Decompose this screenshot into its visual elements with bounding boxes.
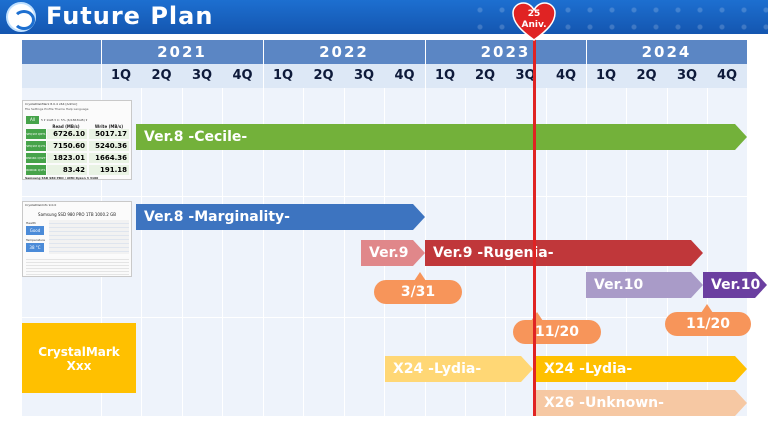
bar-x24-lydia-preview: X24 -Lydia- (385, 356, 533, 382)
grid-line (303, 88, 304, 416)
thumb-row-label: RND4K Q1T1 (26, 165, 46, 175)
grid-line (344, 88, 345, 416)
thumb-window-title: CrystalDiskInfo 9.0.0 (25, 203, 57, 207)
thumb-footer: Samsung SSD 980 PRO / AMD Ryzen 3 3100 (25, 176, 99, 180)
grid-line (141, 88, 142, 416)
quarter-label: 3Q (353, 68, 375, 83)
quarter-label: 2Q (151, 68, 172, 83)
row-divider (22, 196, 747, 197)
quarter-label: 4Q (555, 68, 577, 83)
callout-ver10-date: 11/20 (665, 304, 751, 336)
thumb-info-table (49, 220, 129, 254)
bar-ver10-preview: Ver.10 (586, 272, 703, 298)
thumb-row-label: RND4K Q32T16 (26, 153, 46, 163)
page-title: Future Plan (46, 2, 214, 30)
grid-line (222, 88, 223, 416)
callout-rugenia-date: 3/31 (374, 272, 462, 304)
thumb-read-value: 1823.01 (47, 153, 87, 163)
bar-ver9-preview: Ver.9 (361, 240, 425, 266)
anniversary-marker-line (533, 26, 536, 416)
thumb-smart-table (26, 257, 129, 275)
quarter-label: 4Q (232, 68, 253, 83)
thumb-write-value: 5240.36 (89, 141, 129, 151)
thumb-read-value: 6726.10 (47, 129, 87, 139)
year-2024: 2024 (641, 43, 692, 61)
thumb-menu: File Settings Profile Theme Help Languag… (25, 107, 89, 111)
thumb-read-value: 83.42 (47, 165, 87, 175)
anniversary-number: 25 (527, 9, 541, 19)
quarter-label: 1Q (272, 68, 294, 83)
row-divider (22, 317, 747, 318)
anniversary-text: Aniv. (521, 20, 547, 30)
quarter-label: 2Q (636, 68, 657, 83)
thumb-window-title: CrystalDiskMark 8.0.4 x64 [Admin] (25, 102, 78, 106)
bar-ver8-marginality: Ver.8 -Marginality- (136, 204, 425, 230)
thumb-read-value: 7150.60 (47, 141, 87, 151)
quarter-label: 2Q (313, 68, 334, 83)
thumb-controls: 5 ▾ 1GiB ▾ C: 5% (6/1863GiB) ▾ (41, 118, 88, 122)
quarter-label: 2Q (474, 68, 496, 83)
crystal-dew-logo-icon (6, 2, 36, 32)
bar-ver8-cecile: Ver.8 -Cecile- (136, 124, 747, 150)
quarter-label: 4Q (716, 68, 738, 83)
bar-x26-unknown: X26 -Unknown- (536, 390, 747, 416)
crystaldiskmark-screenshot: CrystalDiskMark 8.0.4 x64 [Admin] File S… (22, 100, 132, 180)
crystaldiskinfo-screenshot: CrystalDiskInfo 9.0.0 Samsung SSD 980 PR… (22, 201, 132, 277)
thumb-health-value: Good (26, 226, 44, 235)
quarter-label: 3Q (676, 68, 698, 83)
quarter-label: 4Q (394, 68, 415, 83)
quarter-header-row (22, 64, 747, 88)
quarter-label: 1Q (434, 68, 456, 83)
thumb-temp-label: Temperature (26, 238, 46, 242)
heart-icon (512, 2, 556, 41)
thumb-row-label: SEQ1M Q8T1 (26, 129, 46, 139)
quarter-label: 3Q (515, 68, 536, 83)
grid-line (263, 88, 264, 416)
thumb-temp-value: 38 °C (26, 243, 44, 252)
quarter-label: 3Q (191, 68, 213, 83)
grid-line (101, 40, 102, 88)
bar-ver9-rugenia: Ver.9 -Rugenia- (425, 240, 703, 266)
crystalmark-xxx-box: CrystalMark Xxx (22, 323, 136, 393)
year-header-row (22, 40, 747, 64)
grid-line (263, 40, 264, 88)
bar-x24-lydia: X24 -Lydia- (536, 356, 747, 382)
anniversary-label: 25 Aniv. (512, 9, 556, 31)
thumb-write-value: 1664.36 (89, 153, 129, 163)
thumb-all-button: All (26, 116, 39, 124)
bar-ver10: Ver.10 (703, 272, 767, 298)
thumb-disk-name: Samsung SSD 980 PRO 1TB 1000.2 GB (38, 212, 116, 217)
grid-line (586, 40, 587, 88)
quarter-label: 1Q (110, 68, 132, 83)
thumb-write-value: 191.18 (89, 165, 129, 175)
grid-line (425, 40, 426, 88)
thumb-write-header: Write (MB/s) (94, 124, 124, 129)
thumb-read-header: Read (MB/s) (52, 124, 80, 129)
header-bar (0, 0, 768, 34)
grid-line (182, 88, 183, 416)
grid-line (707, 88, 708, 416)
crystalmark-name: CrystalMark (38, 345, 120, 359)
crystalmark-suffix: Xxx (66, 359, 92, 373)
quarter-label: 1Q (595, 68, 617, 83)
thumb-write-value: 5017.17 (89, 129, 129, 139)
callout-lydia-date: 11/20 (513, 312, 601, 344)
year-2022: 2022 (319, 43, 369, 61)
thumb-row-label: SEQ1M Q1T1 (26, 141, 46, 151)
year-2021: 2021 (157, 43, 207, 61)
year-2023: 2023 (480, 43, 531, 61)
